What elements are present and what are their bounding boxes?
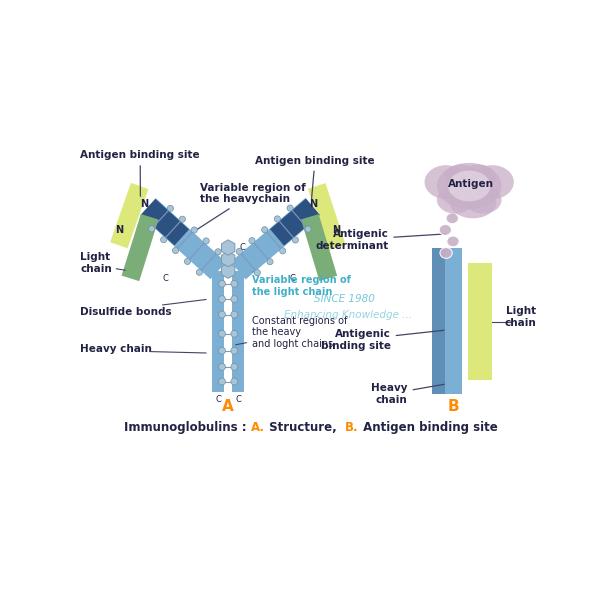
Bar bbox=[232, 271, 244, 392]
Text: A.: A. bbox=[251, 421, 265, 434]
Circle shape bbox=[149, 226, 155, 232]
Text: Antigenic
binding site: Antigenic binding site bbox=[320, 329, 444, 351]
Circle shape bbox=[161, 236, 167, 243]
Bar bbox=[212, 271, 224, 392]
Text: N: N bbox=[140, 199, 148, 209]
Ellipse shape bbox=[437, 186, 474, 214]
Circle shape bbox=[231, 280, 238, 287]
Text: C: C bbox=[240, 243, 246, 252]
Circle shape bbox=[305, 226, 311, 232]
Text: B.: B. bbox=[345, 421, 359, 434]
Circle shape bbox=[231, 378, 238, 385]
Circle shape bbox=[231, 311, 238, 318]
Text: Antigenic
determinant: Antigenic determinant bbox=[315, 229, 446, 251]
Text: C: C bbox=[163, 274, 169, 283]
Polygon shape bbox=[140, 198, 226, 279]
Text: Variable region of
the heavychain: Variable region of the heavychain bbox=[193, 183, 305, 232]
Circle shape bbox=[231, 296, 238, 302]
Text: Light
chain: Light chain bbox=[80, 252, 112, 274]
Text: Structure,: Structure, bbox=[265, 421, 345, 434]
Circle shape bbox=[287, 205, 293, 211]
Circle shape bbox=[172, 247, 179, 254]
Polygon shape bbox=[221, 251, 235, 267]
Text: N: N bbox=[332, 225, 340, 235]
Ellipse shape bbox=[447, 236, 459, 247]
Circle shape bbox=[231, 331, 238, 337]
Ellipse shape bbox=[446, 213, 458, 224]
Text: N: N bbox=[310, 199, 318, 209]
Text: N: N bbox=[115, 225, 123, 235]
Circle shape bbox=[167, 205, 173, 211]
Polygon shape bbox=[221, 240, 235, 255]
Circle shape bbox=[274, 216, 280, 222]
Ellipse shape bbox=[450, 187, 496, 218]
Polygon shape bbox=[141, 199, 189, 245]
Polygon shape bbox=[308, 183, 346, 250]
Text: A: A bbox=[223, 400, 234, 415]
Circle shape bbox=[218, 378, 226, 385]
Ellipse shape bbox=[461, 164, 496, 189]
Polygon shape bbox=[230, 198, 320, 280]
Circle shape bbox=[191, 227, 197, 233]
Text: Immunoglobulins :: Immunoglobulins : bbox=[124, 421, 251, 434]
Bar bbox=[432, 248, 445, 394]
Circle shape bbox=[231, 347, 238, 354]
Circle shape bbox=[218, 296, 226, 302]
Text: C: C bbox=[235, 395, 241, 404]
Polygon shape bbox=[110, 183, 148, 248]
Text: Disulfide bonds: Disulfide bonds bbox=[80, 307, 172, 317]
Text: B: B bbox=[448, 400, 460, 415]
Text: Antigen binding site: Antigen binding site bbox=[255, 155, 375, 199]
Polygon shape bbox=[301, 214, 337, 281]
Circle shape bbox=[196, 269, 202, 275]
Text: Variable region of
the light chain: Variable region of the light chain bbox=[252, 271, 351, 297]
Circle shape bbox=[203, 238, 209, 244]
Circle shape bbox=[215, 249, 221, 255]
Ellipse shape bbox=[464, 186, 502, 214]
Circle shape bbox=[218, 331, 226, 337]
Text: Enhancing Knowledge ...: Enhancing Knowledge ... bbox=[284, 310, 412, 320]
Ellipse shape bbox=[439, 224, 451, 235]
Polygon shape bbox=[122, 214, 158, 281]
Text: Antigen: Antigen bbox=[448, 179, 494, 190]
Text: Antigen binding site: Antigen binding site bbox=[359, 421, 497, 434]
Text: Antigen binding site: Antigen binding site bbox=[80, 150, 200, 196]
Ellipse shape bbox=[471, 165, 514, 199]
Bar bbox=[467, 263, 493, 380]
Text: Constant regions of
the heavy
and loght chains: Constant regions of the heavy and loght … bbox=[236, 316, 347, 349]
Text: Heavy
chain: Heavy chain bbox=[371, 383, 444, 404]
Circle shape bbox=[249, 238, 255, 244]
Polygon shape bbox=[221, 263, 235, 278]
Circle shape bbox=[184, 259, 191, 265]
Circle shape bbox=[280, 248, 286, 254]
Circle shape bbox=[218, 280, 226, 287]
Ellipse shape bbox=[425, 165, 467, 199]
Polygon shape bbox=[270, 199, 320, 245]
Circle shape bbox=[236, 248, 242, 254]
Ellipse shape bbox=[437, 163, 502, 209]
Circle shape bbox=[218, 364, 226, 370]
Ellipse shape bbox=[445, 164, 478, 189]
Ellipse shape bbox=[440, 248, 452, 259]
Circle shape bbox=[179, 216, 185, 222]
Text: Heavy chain: Heavy chain bbox=[80, 344, 152, 354]
Circle shape bbox=[231, 364, 238, 370]
Text: SINCE 1980: SINCE 1980 bbox=[314, 294, 374, 304]
Circle shape bbox=[218, 347, 226, 354]
Text: C: C bbox=[215, 395, 221, 404]
Circle shape bbox=[262, 227, 268, 233]
Circle shape bbox=[267, 259, 273, 265]
Bar bbox=[432, 248, 461, 394]
Circle shape bbox=[218, 311, 226, 318]
Text: C: C bbox=[290, 274, 296, 283]
Ellipse shape bbox=[448, 170, 490, 202]
Circle shape bbox=[254, 269, 260, 275]
Circle shape bbox=[292, 237, 298, 243]
Text: Light
chain: Light chain bbox=[505, 306, 536, 328]
